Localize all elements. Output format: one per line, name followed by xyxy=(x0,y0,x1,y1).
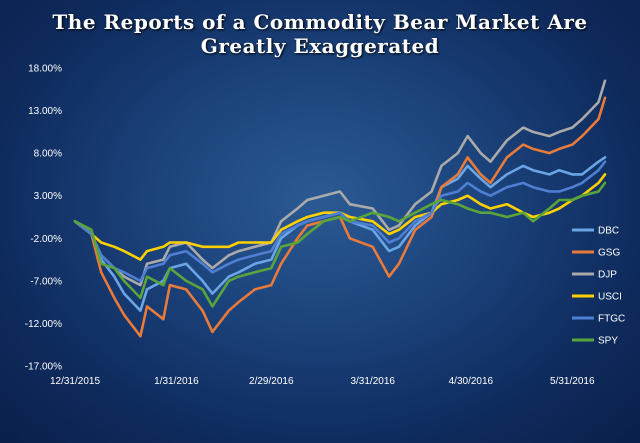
legend: DBC GSG DJP USCI FTGC SPY xyxy=(572,226,625,347)
x-tick-label: 4/30/2016 xyxy=(449,376,494,387)
x-axis: 12/31/2015 1/31/2016 2/29/2016 3/31/2016 4/3… xyxy=(50,376,595,387)
chart-title: The Reports of a Commodity Bear Market A… xyxy=(52,10,588,58)
legend-label-dbc: DBC xyxy=(598,226,619,237)
legend-label-djp: DJP xyxy=(598,270,617,281)
y-tick-label: -17.00% xyxy=(25,362,62,373)
x-tick-label: 5/31/2016 xyxy=(550,376,595,387)
x-tick-label: 12/31/2015 xyxy=(50,376,100,387)
series-line-djp xyxy=(73,79,607,287)
x-tick-label: 1/31/2016 xyxy=(154,376,199,387)
y-tick-label: -2.00% xyxy=(30,234,62,245)
y-tick-label: 13.00% xyxy=(28,106,62,117)
series-line-ftgc xyxy=(73,160,607,283)
series-line-spy xyxy=(73,181,607,308)
y-tick-label: -12.00% xyxy=(25,319,62,330)
y-axis: -17.00% -12.00% -7.00% -2.00% 3.00% 8.00% 13.0… xyxy=(25,64,62,373)
series-lines xyxy=(73,79,607,338)
x-tick-label: 2/29/2016 xyxy=(249,376,294,387)
legend-label-spy: SPY xyxy=(598,336,618,347)
legend-label-gsg: GSG xyxy=(598,248,620,259)
y-tick-label: -7.00% xyxy=(30,276,62,287)
x-tick-label: 3/31/2016 xyxy=(350,376,395,387)
legend-label-usci: USCI xyxy=(598,292,622,303)
legend-label-ftgc: FTGC xyxy=(598,314,625,325)
y-tick-label: 18.00% xyxy=(28,64,62,75)
y-tick-label: 8.00% xyxy=(34,149,62,160)
series-line-dbc xyxy=(73,156,607,313)
y-tick-label: 3.00% xyxy=(34,191,62,202)
